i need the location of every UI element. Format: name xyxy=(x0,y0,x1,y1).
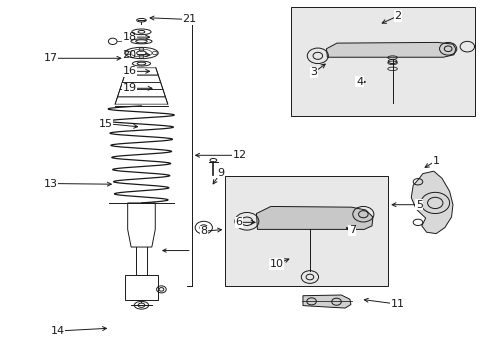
Polygon shape xyxy=(256,207,372,229)
Text: 18: 18 xyxy=(122,32,136,42)
Polygon shape xyxy=(410,171,452,234)
Text: 9: 9 xyxy=(217,168,224,178)
Text: 5: 5 xyxy=(415,200,422,210)
Text: 20: 20 xyxy=(122,50,136,60)
Text: 2: 2 xyxy=(393,11,401,21)
Text: 1: 1 xyxy=(432,156,439,166)
Text: 12: 12 xyxy=(232,150,246,160)
Text: 4: 4 xyxy=(355,77,362,87)
Text: 14: 14 xyxy=(50,326,64,336)
Text: 10: 10 xyxy=(269,259,283,269)
Bar xyxy=(291,7,473,117)
Bar xyxy=(225,176,387,286)
Text: 21: 21 xyxy=(182,14,196,24)
Polygon shape xyxy=(303,295,350,308)
Text: 7: 7 xyxy=(348,225,355,235)
Text: 8: 8 xyxy=(200,226,207,236)
Text: 15: 15 xyxy=(98,118,112,129)
Text: 13: 13 xyxy=(43,179,57,189)
Text: 19: 19 xyxy=(122,83,136,93)
Text: 3: 3 xyxy=(310,67,317,77)
Text: 17: 17 xyxy=(43,53,58,63)
Text: 16: 16 xyxy=(122,66,136,76)
Text: 11: 11 xyxy=(390,299,404,309)
Polygon shape xyxy=(326,42,455,57)
Text: 6: 6 xyxy=(235,217,242,227)
